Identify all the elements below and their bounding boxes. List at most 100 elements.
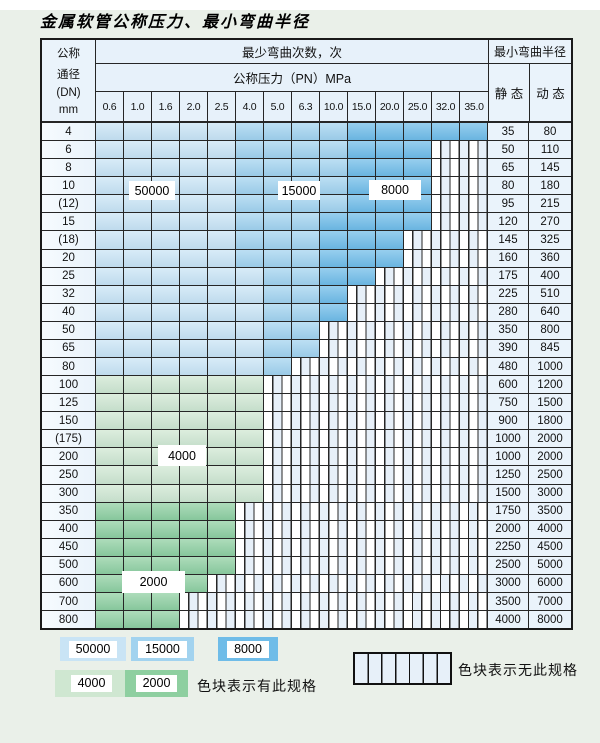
- static-radius-cell: 350: [488, 321, 529, 339]
- spec-cell-8000: [320, 267, 348, 285]
- dynamic-radius-cell: 5000: [529, 556, 571, 574]
- spec-cell-50000: [96, 159, 124, 177]
- spec-cell-8000: [404, 159, 432, 177]
- spec-cell-50000: [236, 303, 264, 321]
- legend-no-spec-sample: [353, 652, 452, 685]
- spec-cell-50000: [124, 159, 152, 177]
- spec-cell-15000: [320, 159, 348, 177]
- dynamic-radius-cell: 180: [529, 177, 571, 195]
- bend-cycles-header: 最少弯曲次数，次: [96, 40, 488, 64]
- spec-cell-50000: [124, 303, 152, 321]
- pressure-column-header: 6.3: [292, 92, 320, 121]
- spec-cell-4000: [124, 484, 152, 502]
- static-radius-cell: 145: [488, 231, 529, 249]
- pressure-column-header: 32.0: [432, 92, 460, 121]
- spec-cell-50000: [96, 123, 124, 141]
- spec-cell-4000: [124, 394, 152, 412]
- dn-cell: 250: [42, 466, 96, 484]
- dn-cell: 125: [42, 394, 96, 412]
- dn-cell: 80: [42, 358, 96, 376]
- spec-cell-50000: [180, 213, 208, 231]
- pressure-column-header: 4.0: [236, 92, 264, 121]
- spec-cell-15000: [320, 141, 348, 159]
- spec-cell-4000: [180, 430, 208, 448]
- pressure-column-header: 10.0: [320, 92, 348, 121]
- static-radius-cell: 50: [488, 141, 529, 159]
- spec-cell-15000: [292, 231, 320, 249]
- no-spec-region: [264, 412, 488, 430]
- page-top-strip: [0, 0, 600, 10]
- spec-cell-15000: [264, 213, 292, 231]
- spec-cell-50000: [208, 213, 236, 231]
- static-radius-cell: 2250: [488, 538, 529, 556]
- spec-cell-2000: [152, 611, 180, 629]
- dn-cell: 65: [42, 339, 96, 358]
- spec-cell-4000: [124, 430, 152, 448]
- spec-cell-15000: [236, 177, 264, 195]
- spec-cell-15000: [264, 339, 292, 358]
- static-radius-cell: 1000: [488, 430, 529, 448]
- spec-cell-8000: [320, 303, 348, 321]
- static-radius-cell: 65: [488, 159, 529, 177]
- spec-cell-4000: [180, 412, 208, 430]
- spec-cell-8000: [320, 285, 348, 303]
- spec-cell-50000: [152, 249, 180, 267]
- spec-cell-50000: [152, 358, 180, 376]
- no-spec-region: [264, 484, 488, 502]
- spec-cell-50000: [96, 267, 124, 285]
- legend-item-8000: 8000: [218, 637, 278, 661]
- no-spec-region: [180, 593, 488, 611]
- no-spec-region: [348, 303, 488, 321]
- table-row: 6 50 110: [42, 141, 571, 160]
- dynamic-radius-cell: 510: [529, 285, 571, 303]
- spec-cell-50000: [124, 249, 152, 267]
- spec-cell-50000: [124, 231, 152, 249]
- spec-cell-50000: [208, 249, 236, 267]
- spec-cell-4000: [152, 466, 180, 484]
- spec-cell-2000: [96, 611, 124, 629]
- spec-cell-2000: [180, 574, 208, 593]
- pressure-bend-table: 公称 通径 (DN) mm 最少弯曲次数，次 公称压力（PN）MPa 0.6 1.…: [40, 38, 573, 630]
- spec-cell-4000: [180, 376, 208, 394]
- spec-cell-2000: [208, 520, 236, 538]
- table-row: 100 600 1200: [42, 376, 571, 395]
- static-radius-cell: 2500: [488, 556, 529, 574]
- no-spec-region: [236, 538, 488, 556]
- dn-cell: 700: [42, 593, 96, 611]
- pressure-column-header: 35.0: [464, 100, 484, 113]
- dynamic-radius-cell: 640: [529, 303, 571, 321]
- dn-cell: 10: [42, 177, 96, 195]
- dynamic-radius-cell: 80: [529, 123, 571, 141]
- spec-cell-4000: [208, 448, 236, 466]
- table-row: 500 2500 5000: [42, 556, 571, 575]
- spec-cell-15000: [264, 321, 292, 339]
- spec-cell-15000: [264, 231, 292, 249]
- spec-cell-4000: [236, 430, 264, 448]
- table-row: 700 3500 7000: [42, 593, 571, 612]
- no-spec-region: [292, 358, 488, 376]
- spec-cell-50000: [208, 195, 236, 213]
- spec-cell-8000: [320, 213, 348, 231]
- spec-cell-15000: [264, 358, 292, 376]
- spec-cell-4000: [236, 466, 264, 484]
- spec-cell-50000: [236, 285, 264, 303]
- spec-cell-8000: [348, 231, 376, 249]
- spec-cell-15000: [264, 303, 292, 321]
- spec-cell-15000: [264, 159, 292, 177]
- static-radius-cell: 1750: [488, 502, 529, 520]
- table-row: 32 225 510: [42, 285, 571, 304]
- spec-cell-4000: [96, 412, 124, 430]
- spec-cell-2000: [152, 538, 180, 556]
- spec-cell-50000: [96, 249, 124, 267]
- legend-no-spec-text: 色块表示无此规格: [458, 662, 578, 678]
- no-spec-region: [236, 502, 488, 520]
- dn-cell: 600: [42, 574, 96, 593]
- spec-cell-15000: [236, 249, 264, 267]
- spec-cell-8000: [404, 141, 432, 159]
- static-dynamic-header: 静 态 动 态: [489, 64, 571, 121]
- static-radius-cell: 35: [488, 123, 529, 141]
- dn-cell: (12): [42, 195, 96, 213]
- no-spec-region: [264, 394, 488, 412]
- table-row: 25 175 400: [42, 267, 571, 286]
- spec-cell-4000: [96, 466, 124, 484]
